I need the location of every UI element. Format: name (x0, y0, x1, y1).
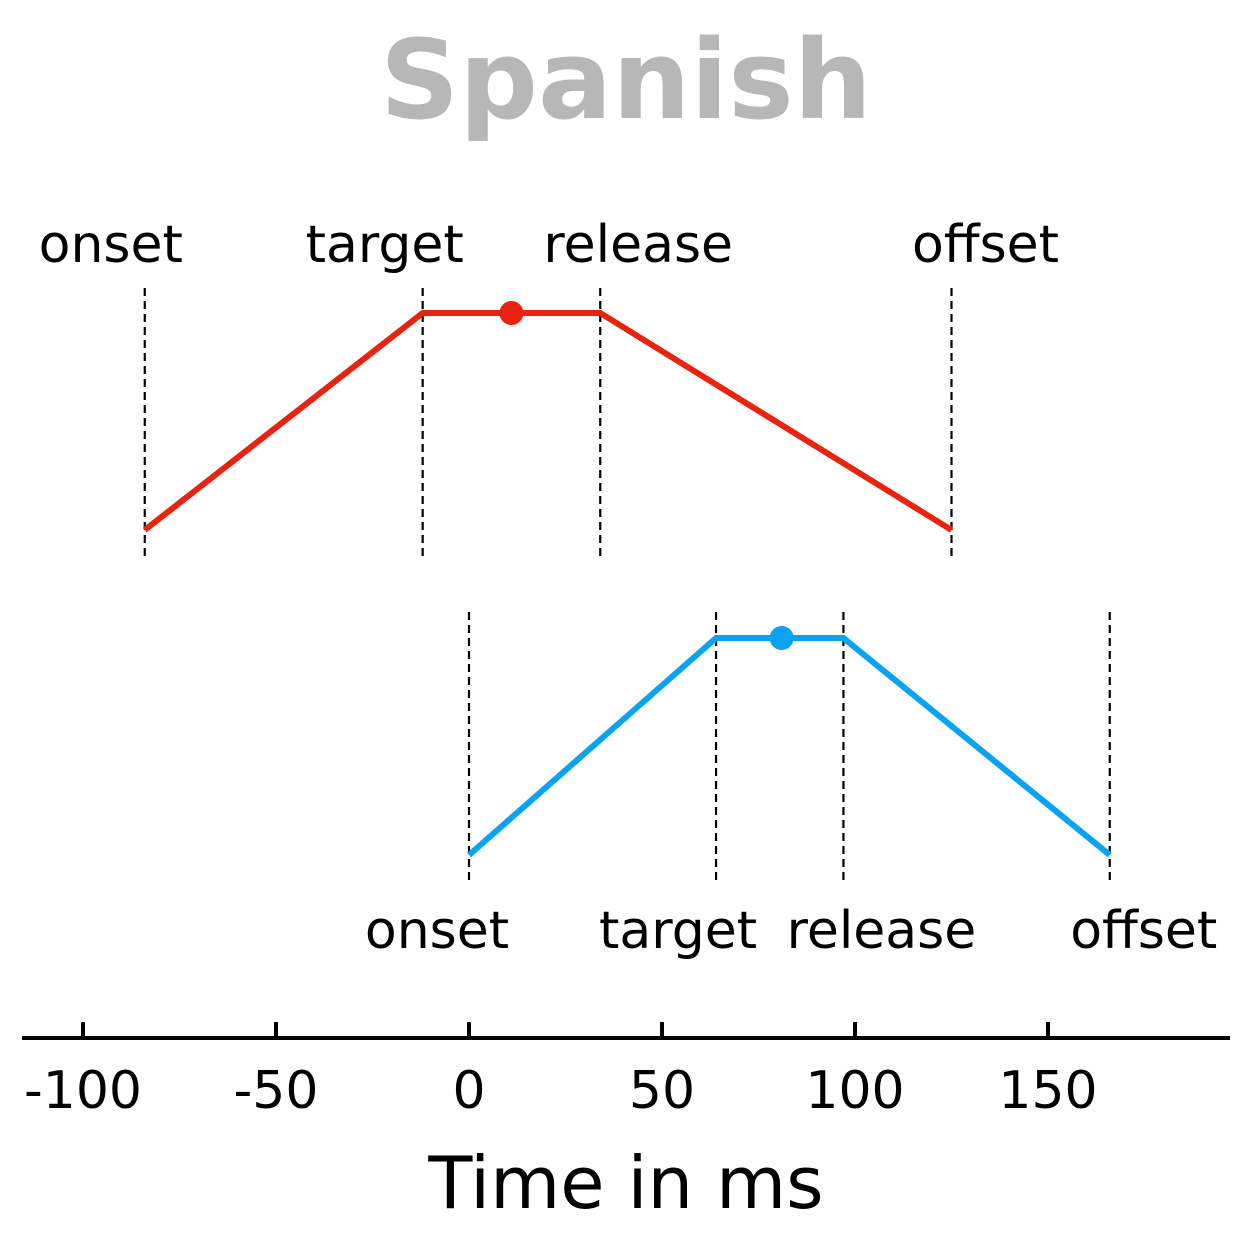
gesture-2: onset target release offset (365, 612, 1217, 961)
landmark-label-onset: onset (365, 901, 509, 961)
axis-tick-label: -50 (234, 1061, 319, 1121)
gesture-layer: onset target release offset onset target relea… (39, 215, 1218, 961)
axis-tick-label: -100 (24, 1061, 142, 1121)
landmark-label-offset: offset (1070, 901, 1217, 961)
axis-title: Time in ms (427, 1141, 823, 1225)
gesture-midpoint-marker (499, 301, 524, 325)
gesture-1: onset target release offset (39, 215, 1059, 557)
axis-tick-label: 50 (629, 1061, 695, 1121)
landmark-label-release: release (543, 215, 733, 275)
gesture-trajectory (142, 310, 954, 533)
landmark-label-release: release (787, 901, 977, 961)
diagram-title: Spanish (380, 16, 872, 144)
landmark-label-target: target (599, 901, 757, 961)
landmark-label-onset: onset (39, 215, 183, 275)
landmark-label-target: target (306, 215, 464, 275)
axis-tick-label: 0 (452, 1061, 485, 1121)
axis-tick-label: 100 (805, 1061, 904, 1121)
time-axis: -100 -50 0 50 100 150 (22, 1022, 1230, 1121)
axis-tick-label: 150 (998, 1061, 1097, 1121)
gesture-midpoint-marker (769, 626, 794, 650)
gesture-trajectory (467, 635, 1112, 858)
landmark-label-offset: offset (912, 215, 1059, 275)
